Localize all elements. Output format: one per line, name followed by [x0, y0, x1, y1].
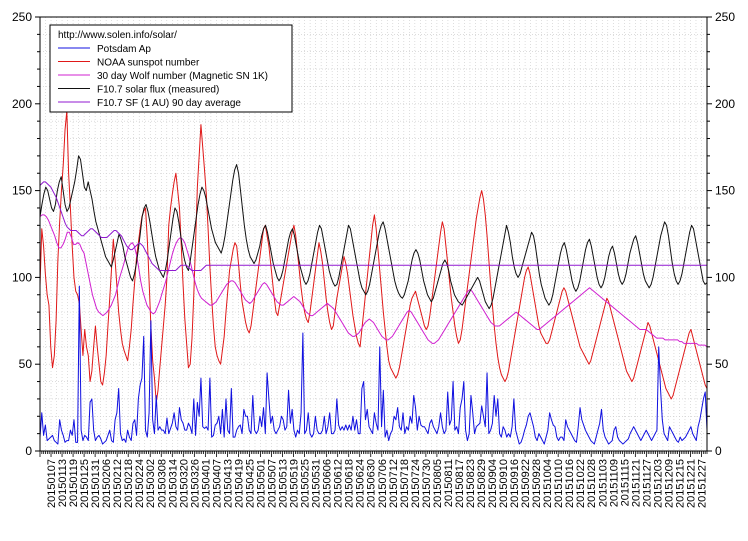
x-tick-label: 20150724 [410, 459, 422, 508]
y-tick-label-right: 200 [715, 97, 735, 111]
x-tick-label: 20150910 [498, 459, 510, 508]
x-tick-label: 20150119 [68, 459, 80, 507]
y-tick-label-left: 100 [12, 270, 32, 284]
x-tick-label: 20150730 [421, 459, 433, 508]
x-tick-label: 20150107 [46, 459, 58, 508]
x-tick-label: 20150224 [134, 459, 146, 508]
y-tick-label-left: 150 [12, 184, 32, 198]
x-tick-label: 20150113 [57, 459, 69, 507]
x-tick-label: 20150829 [476, 459, 488, 508]
x-tick-label: 20150407 [211, 459, 223, 508]
y-tick-label-right: 0 [715, 444, 722, 458]
x-tick-label: 20150811 [443, 459, 455, 507]
legend-label-0: Potsdam Ap [97, 44, 151, 55]
legend-title: http://www.solen.info/solar/ [58, 30, 177, 41]
x-tick-label: 20150519 [289, 459, 301, 508]
y-tick-label-right: 100 [715, 270, 735, 284]
x-tick-label: 20150612 [333, 459, 345, 508]
x-tick-label: 20150326 [189, 459, 201, 508]
x-tick-label: 20150507 [267, 459, 279, 508]
x-tick-label: 20151010 [553, 459, 565, 508]
x-tick-label: 20150624 [355, 459, 367, 508]
x-tick-label: 20151004 [542, 459, 554, 508]
x-tick-label: 20150131 [90, 459, 102, 508]
x-tick-label: 20151115 [619, 459, 631, 506]
x-tick-label: 20150904 [487, 459, 499, 508]
x-tick-label: 20150531 [311, 459, 323, 508]
x-tick-label: 20150320 [178, 459, 190, 508]
x-tick-label: 20151022 [575, 459, 587, 508]
x-tick-label: 20151109 [608, 459, 620, 507]
x-tick-label: 20150425 [245, 459, 257, 508]
legend-label-1: NOAA sunspot number [97, 58, 200, 69]
y-tick-label-left: 50 [19, 357, 33, 371]
x-tick-label: 20150606 [322, 459, 334, 508]
x-tick-label: 20150922 [520, 459, 532, 508]
x-tick-label: 20150630 [366, 459, 378, 508]
x-tick-label: 20151215 [674, 459, 686, 508]
series-line-2 [39, 214, 708, 348]
x-tick-label: 20150817 [454, 459, 466, 508]
y-tick-label-right: 250 [715, 10, 735, 24]
x-tick-label: 20151121 [630, 459, 642, 507]
series-lines [39, 110, 708, 445]
plot-frame [39, 16, 708, 452]
x-tick-label: 20150525 [300, 459, 312, 508]
legend-label-3: F10.7 solar flux (measured) [97, 85, 219, 96]
x-tick-label: 20151028 [586, 459, 598, 508]
x-tick-label: 20150218 [123, 459, 135, 508]
legend-box [49, 24, 293, 113]
x-tick-label: 20150212 [112, 459, 124, 508]
x-tick-label: 20150419 [233, 459, 245, 508]
x-tick-label: 20150513 [278, 459, 290, 508]
x-tick-label: 20150718 [399, 459, 411, 508]
y-tick-label-right: 50 [715, 357, 729, 371]
x-tick-label: 20150706 [377, 459, 389, 508]
legend: http://www.solen.info/solar/Potsdam Ap NO… [49, 24, 293, 113]
legend-label-4: F10.7 SF (1 AU) 90 day average [97, 98, 241, 109]
series-line-0 [39, 285, 708, 445]
y-tick-label-left: 250 [12, 10, 32, 24]
x-tick-label: 20151016 [564, 459, 576, 508]
x-tick-label: 20150413 [222, 459, 234, 508]
series-line-3 [39, 155, 708, 310]
x-tick-label: 20151227 [697, 459, 709, 508]
x-tick-label: 20151103 [597, 459, 609, 507]
x-tick-label: 20151203 [652, 459, 664, 508]
x-tick-label: 20150618 [344, 459, 356, 508]
x-tick-label: 20150206 [101, 459, 113, 508]
x-tick-label: 20150308 [156, 459, 168, 508]
legend-label-2: 30 day Wolf number (Magnetic SN 1K) [97, 71, 268, 82]
x-tick-label: 20150314 [167, 459, 179, 508]
x-tick-label: 20150501 [256, 459, 268, 508]
y-tick-label-left: 0 [25, 444, 32, 458]
y-tick-label-right: 150 [715, 184, 735, 198]
x-tick-label: 20151221 [686, 459, 698, 508]
x-tick-label: 20150916 [509, 459, 521, 508]
x-tick-label: 20150928 [531, 459, 543, 508]
x-tick-label: 20150805 [432, 459, 444, 508]
x-tick-label: 20150401 [200, 459, 212, 508]
x-tick-label: 20151209 [663, 459, 675, 508]
series-line-4 [39, 181, 707, 271]
x-tick-label: 20150712 [388, 459, 400, 508]
x-tick-label: 20150302 [145, 459, 157, 508]
x-tick-label: 20151127 [641, 459, 653, 507]
x-tick-label: 20150125 [79, 459, 91, 508]
y-tick-label-left: 200 [12, 97, 32, 111]
x-tick-label: 20150823 [465, 459, 477, 508]
